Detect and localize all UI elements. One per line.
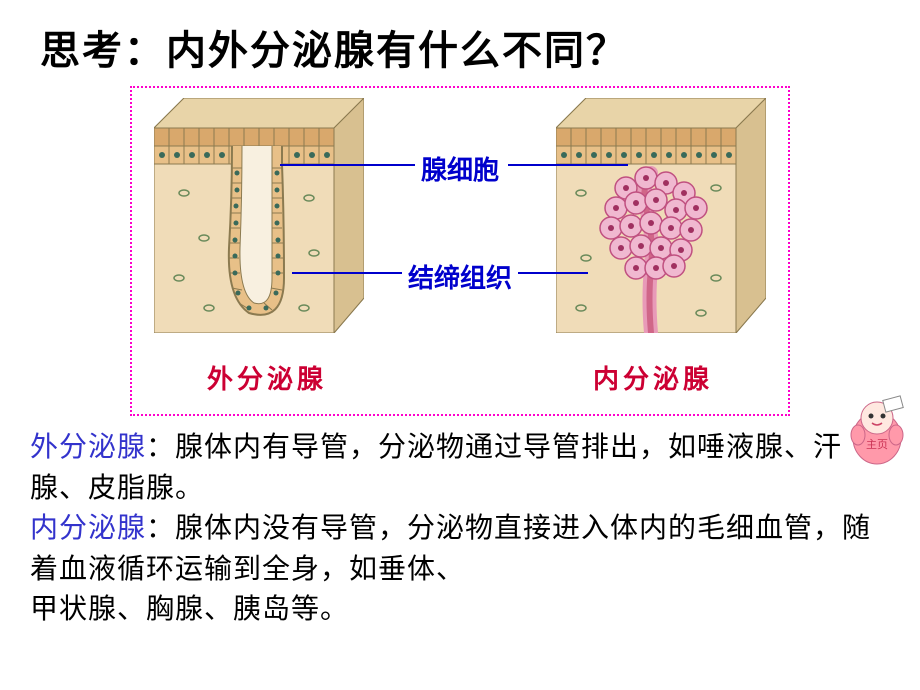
- desc-text-1: ：腺体内有导管，分泌物通过导管排出，如唾液腺、汗腺、皮脂腺。: [30, 432, 842, 504]
- term-endocrine: 内分泌腺: [30, 513, 146, 544]
- diagram-container: 腺细胞 结缔组织 外分泌腺 内分泌腺: [130, 86, 790, 416]
- line-left-top: [280, 164, 415, 166]
- mascot-home-icon[interactable]: 主页: [842, 390, 912, 470]
- desc-text-2: ：腺体内没有导管，分泌物直接进入体内的毛细血管，随着血液循环运输到全身，如垂体、: [30, 513, 871, 585]
- mascot-label: 主页: [866, 438, 888, 451]
- label-gland-cell: 腺细胞: [417, 150, 503, 187]
- line-right-top: [508, 164, 628, 166]
- label-endocrine: 内分泌腺: [593, 359, 713, 396]
- term-exocrine: 外分泌腺: [30, 432, 146, 463]
- desc-text-3: 甲状腺、胸腺、胰岛等。: [30, 594, 349, 625]
- exocrine-tissue-illustration: [154, 98, 364, 333]
- line-right-mid: [518, 272, 588, 274]
- label-exocrine: 外分泌腺: [207, 359, 327, 396]
- description-block: 外分泌腺：腺体内有导管，分泌物通过导管排出，如唾液腺、汗腺、皮脂腺。 内分泌腺：…: [0, 424, 920, 631]
- line-left-mid: [292, 272, 402, 274]
- page-title: 思考：内外分泌腺有什么不同？: [0, 0, 920, 86]
- label-connective-tissue: 结缔组织: [404, 258, 516, 295]
- endocrine-tissue-illustration: [556, 98, 766, 333]
